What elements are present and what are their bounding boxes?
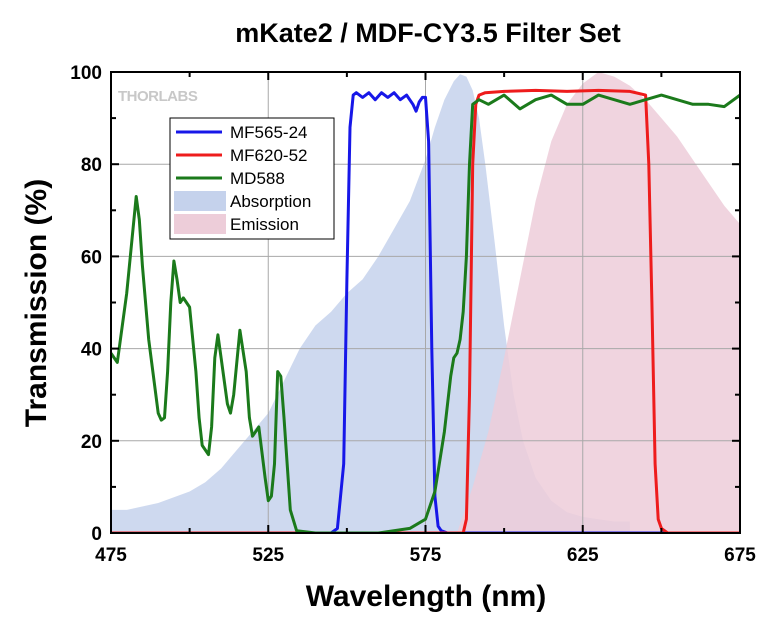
series-line-mf565-24 [111,91,740,533]
legend-label-mf565-24: MF565-24 [230,123,307,142]
y-tick-label-60: 60 [81,247,102,268]
legend-swatch-absorption [174,191,226,211]
legend-label-mf620-52: MF620-52 [230,146,307,165]
x-tick-label-525: 525 [252,545,284,566]
y-tick-label-100: 100 [70,63,102,84]
thorlabs-logo: THORLABS [118,88,198,105]
legend-label-md588: MD588 [230,169,285,188]
series-line-mf620-52 [111,88,740,533]
x-tick-label-675: 675 [724,545,756,566]
series-line-md588 [111,93,740,533]
x-tick-label-625: 625 [567,545,599,566]
y-tick-label-80: 80 [81,155,102,176]
area-emission [456,72,740,533]
legend-label-emission: Emission [230,215,299,234]
y-axis-title: Transmission (%) [20,179,53,427]
chart-title: mKate2 / MDF-CY3.5 Filter Set [235,18,621,48]
y-tick-label-20: 20 [81,432,102,453]
legend-swatch-emission [174,214,226,234]
x-tick-label-475: 475 [95,545,127,566]
y-tick-label-0: 0 [91,524,102,545]
x-axis-title: Wavelength (nm) [306,580,547,613]
legend-label-absorption: Absorption [230,192,311,211]
x-tick-label-575: 575 [410,545,442,566]
legend: MF565-24 MF620-52 MD588 Absorption Emission [169,117,335,240]
plot-area: 475 525 575 625 675 0 20 40 60 80 100 [70,63,756,566]
y-tick-label-40: 40 [81,340,102,361]
